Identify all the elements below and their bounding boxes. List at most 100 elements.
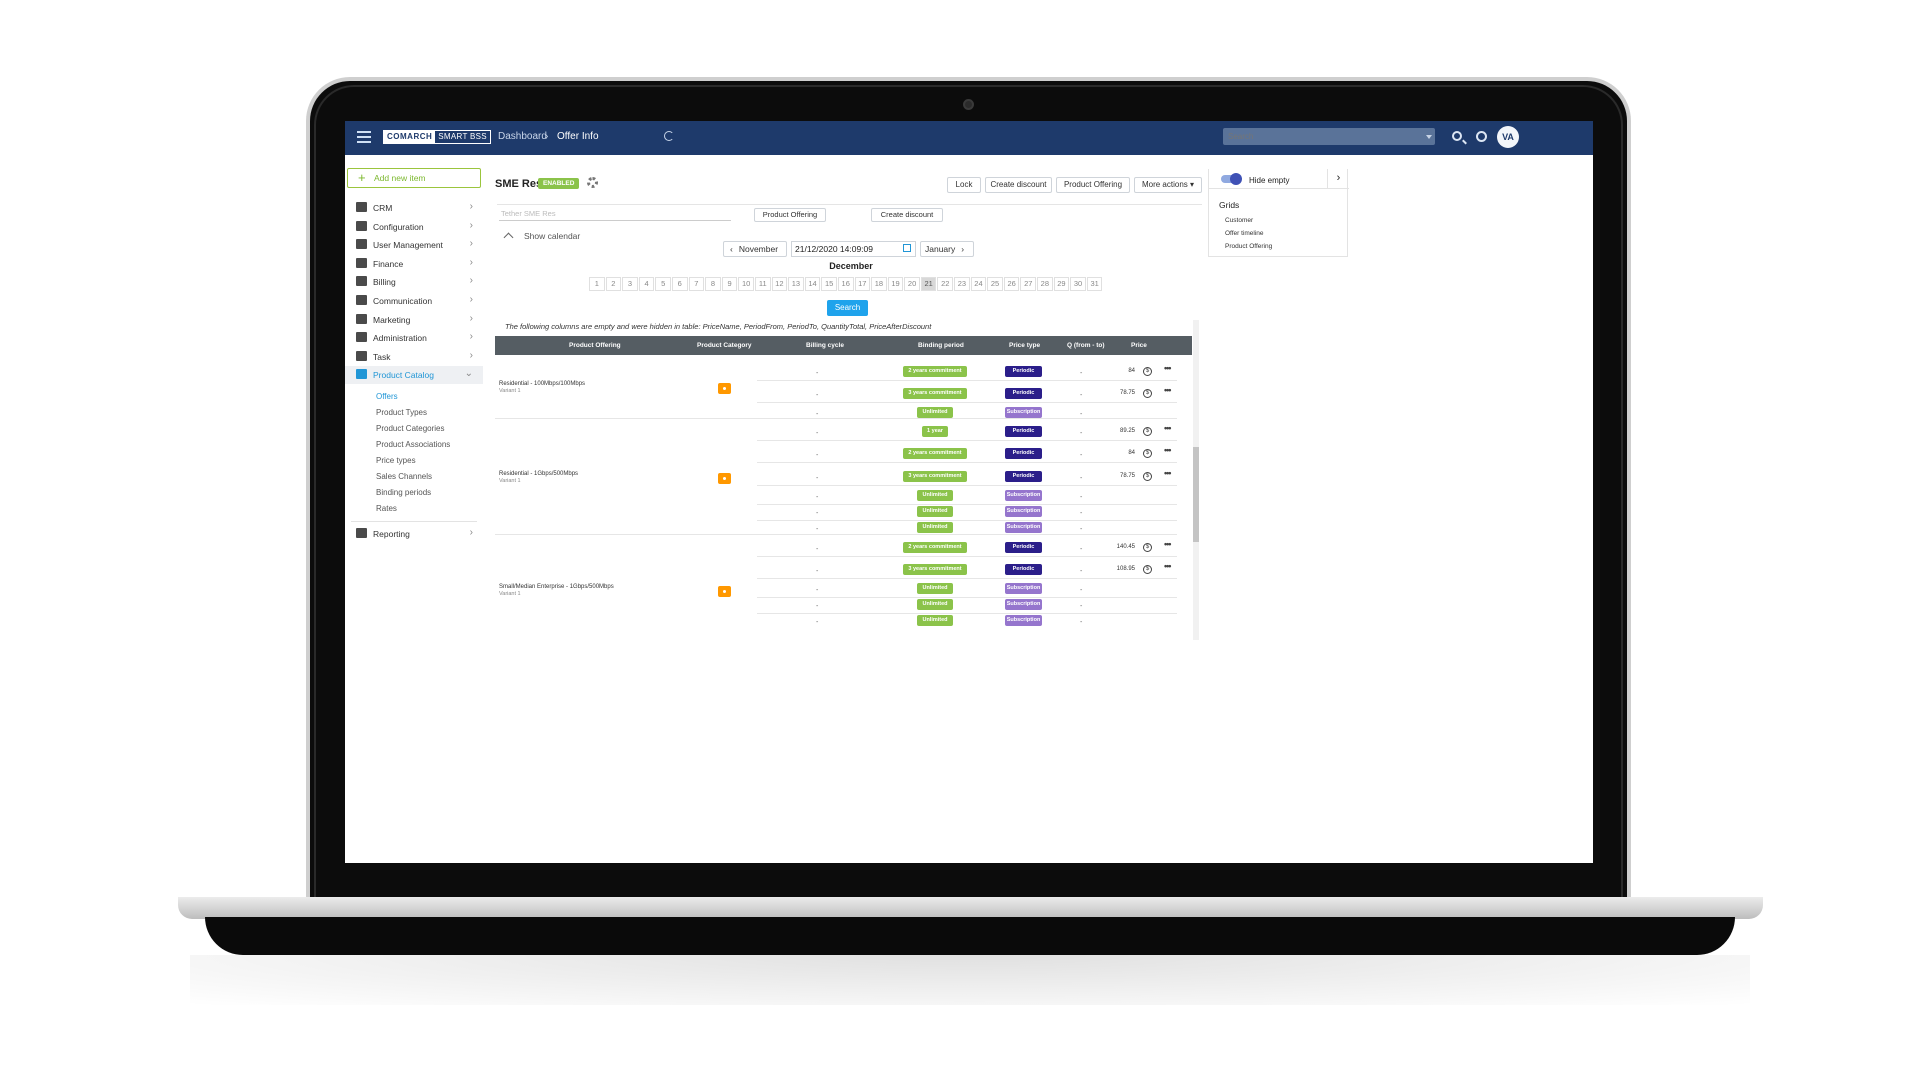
sidebar-item-configuration[interactable]: Configuration › xyxy=(345,218,483,236)
calendar-day[interactable]: 25 xyxy=(987,277,1003,291)
calendar-day[interactable]: 10 xyxy=(738,277,754,291)
product-offering-button[interactable]: Product Offering xyxy=(1056,177,1130,193)
sidebar-item-billing[interactable]: Billing › xyxy=(345,273,483,291)
calendar-icon[interactable] xyxy=(903,244,911,252)
search-dropdown-caret-icon[interactable] xyxy=(1426,135,1432,139)
column-header-price-type[interactable]: Price type xyxy=(1009,342,1041,349)
sidebar-subitem-binding-periods[interactable]: Binding periods xyxy=(376,488,432,497)
calendar-day[interactable]: 12 xyxy=(771,277,788,291)
offer-select[interactable]: Tether SME Res xyxy=(499,209,731,221)
column-header-product-category[interactable]: Product Category xyxy=(697,342,752,349)
sidebar-item-communication[interactable]: Communication › xyxy=(345,292,483,310)
dollar-icon[interactable]: $ xyxy=(1143,565,1152,574)
calendar-day[interactable]: 13 xyxy=(788,277,804,291)
dollar-icon[interactable]: $ xyxy=(1143,543,1152,552)
sidebar-item-user-management[interactable]: User Management › xyxy=(345,236,483,254)
calendar-day[interactable]: 28 xyxy=(1037,277,1053,291)
calendar-day[interactable]: 1 xyxy=(589,277,605,291)
calendar-day[interactable]: 11 xyxy=(754,277,771,291)
sidebar-item-crm[interactable]: CRM › xyxy=(345,199,483,217)
refresh-icon[interactable] xyxy=(664,131,674,141)
dollar-icon[interactable]: $ xyxy=(1143,427,1152,436)
calendar-day[interactable]: 6 xyxy=(671,277,688,291)
sidebar-subitem-sales-channels[interactable]: Sales Channels xyxy=(376,472,433,481)
more-options-icon[interactable]: ••• xyxy=(1164,385,1172,395)
lock-button[interactable]: Lock xyxy=(947,177,981,193)
add-new-item-button[interactable]: Add new item xyxy=(347,168,481,188)
more-options-icon[interactable]: ••• xyxy=(1164,468,1172,478)
column-header-binding-period[interactable]: Binding period xyxy=(918,342,964,349)
sidebar-item-task[interactable]: Task › xyxy=(345,348,483,366)
global-search-input[interactable] xyxy=(1223,128,1435,145)
calendar-day[interactable]: 14 xyxy=(804,277,821,291)
calendar-day[interactable]: 27 xyxy=(1020,277,1037,291)
sidebar-item-finance[interactable]: Finance › xyxy=(345,255,483,273)
calendar-day[interactable]: 18 xyxy=(871,277,887,291)
sidebar-subitem-product-associations[interactable]: Product Associations xyxy=(376,440,451,449)
sidebar-subitem-price-types[interactable]: Price types xyxy=(376,456,416,465)
calendar-day[interactable]: 31 xyxy=(1086,277,1103,291)
more-options-icon[interactable]: ••• xyxy=(1164,423,1172,433)
calendar-day[interactable]: 21 xyxy=(920,277,937,291)
dollar-icon[interactable]: $ xyxy=(1143,449,1152,458)
calendar-day[interactable]: 20 xyxy=(904,277,920,291)
chevron-right-icon[interactable]: › xyxy=(1327,169,1349,189)
calendar-day[interactable]: 17 xyxy=(854,277,871,291)
more-options-icon[interactable]: ••• xyxy=(1164,539,1172,549)
gear-icon[interactable] xyxy=(587,177,598,188)
calendar-day[interactable]: 30 xyxy=(1070,277,1086,291)
table-scrollbar-thumb[interactable] xyxy=(1193,447,1199,542)
category-chip[interactable] xyxy=(718,586,731,597)
dollar-icon[interactable]: $ xyxy=(1143,367,1152,376)
sub-create-discount-button[interactable]: Create discount xyxy=(871,208,943,222)
sub-product-offering-button[interactable]: Product Offering xyxy=(754,208,826,222)
calendar-day[interactable]: 2 xyxy=(605,277,622,291)
calendar-day[interactable]: 24 xyxy=(970,277,987,291)
sidebar-subitem-rates[interactable]: Rates xyxy=(376,504,397,513)
more-options-icon[interactable]: ••• xyxy=(1164,445,1172,455)
hide-empty-toggle[interactable] xyxy=(1221,173,1242,185)
chevron-up-icon[interactable] xyxy=(503,232,514,243)
next-month-button[interactable]: January › xyxy=(920,241,974,257)
calendar-day[interactable]: 22 xyxy=(937,277,954,291)
more-actions-button[interactable]: More actions ▾ xyxy=(1134,177,1202,193)
calendar-day[interactable]: 8 xyxy=(705,277,721,291)
more-options-icon[interactable]: ••• xyxy=(1164,561,1172,571)
grid-link-product-offering[interactable]: Product Offering xyxy=(1225,243,1273,250)
prev-month-button[interactable]: ‹ November xyxy=(723,241,787,257)
grid-link-offer-timeline[interactable]: Offer timeline xyxy=(1225,230,1264,237)
app-logo[interactable]: COMARCH SMART BSS xyxy=(383,130,491,144)
calendar-day[interactable]: 7 xyxy=(688,277,705,291)
calendar-day[interactable]: 19 xyxy=(887,277,904,291)
avatar[interactable]: VA xyxy=(1497,126,1519,148)
history-icon[interactable] xyxy=(1476,131,1487,142)
more-options-icon[interactable]: ••• xyxy=(1164,363,1172,373)
calendar-search-button[interactable]: Search xyxy=(827,300,868,316)
column-header-price[interactable]: Price xyxy=(1131,342,1147,349)
calendar-day[interactable]: 5 xyxy=(655,277,671,291)
dollar-icon[interactable]: $ xyxy=(1143,389,1152,398)
calendar-day[interactable]: 4 xyxy=(638,277,655,291)
calendar-day[interactable]: 16 xyxy=(837,277,854,291)
calendar-day[interactable]: 29 xyxy=(1053,277,1070,291)
grid-link-customer[interactable]: Customer xyxy=(1225,217,1254,224)
calendar-day[interactable]: 15 xyxy=(821,277,837,291)
calendar-day[interactable]: 26 xyxy=(1003,277,1020,291)
dollar-icon[interactable]: $ xyxy=(1143,472,1152,481)
sidebar-item-reporting[interactable]: Reporting › xyxy=(345,525,483,543)
calendar-day[interactable]: 3 xyxy=(622,277,638,291)
create-discount-button[interactable]: Create discount xyxy=(985,177,1052,193)
show-calendar-toggle[interactable]: Show calendar xyxy=(524,231,581,241)
sidebar-item-marketing[interactable]: Marketing › xyxy=(345,311,483,329)
column-header-billing-cycle[interactable]: Billing cycle xyxy=(806,342,844,349)
column-header-product-offering[interactable]: Product Offering xyxy=(569,342,621,349)
sidebar-subitem-product-types[interactable]: Product Types xyxy=(376,408,427,417)
sidebar-subitem-product-categories[interactable]: Product Categories xyxy=(376,424,445,433)
category-chip[interactable] xyxy=(718,382,731,394)
calendar-day[interactable]: 23 xyxy=(954,277,970,291)
category-chip[interactable] xyxy=(718,473,731,484)
offer-name[interactable]: Residential - 1Gbps/500Mbps xyxy=(499,471,579,477)
hamburger-menu-icon[interactable] xyxy=(357,131,371,143)
date-input[interactable]: 21/12/2020 14:09:09 xyxy=(791,241,916,257)
offer-name[interactable]: Small/Median Enterprise - 1Gbps/500Mbps xyxy=(499,584,614,590)
